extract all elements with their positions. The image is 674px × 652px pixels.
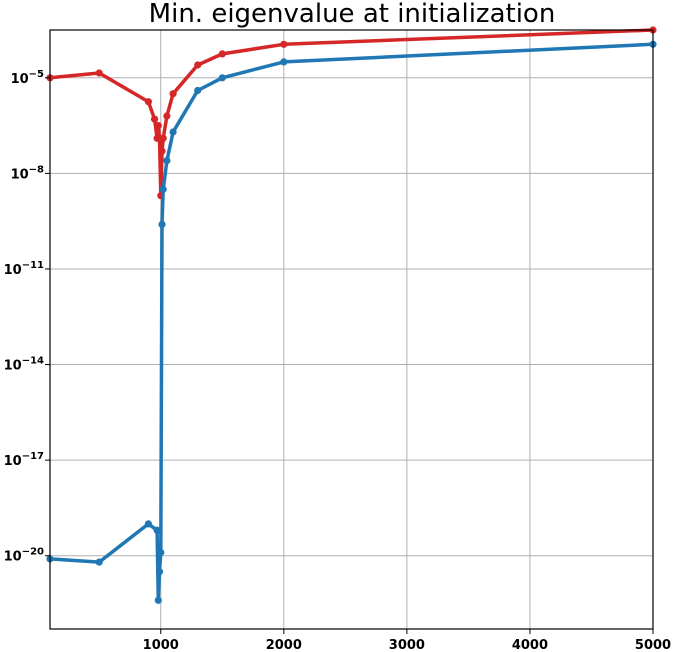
series-2-point: [194, 86, 202, 95]
x-tick-label: 4000: [512, 638, 548, 652]
series-2-point: [280, 58, 288, 66]
series-2-point: [158, 220, 166, 228]
series-2-point: [169, 128, 177, 136]
y-tick-label: 10−5: [11, 69, 44, 87]
series-1-point: [163, 112, 171, 120]
series-1-point: [151, 115, 159, 123]
x-tick-label: 1000: [143, 638, 179, 652]
y-tick-label: 10−8: [11, 164, 44, 182]
x-tick-label: 5000: [635, 638, 671, 652]
series-1-point: [154, 122, 162, 130]
series-2: [46, 40, 657, 604]
grid: [50, 30, 654, 629]
y-tick-label: 10−11: [4, 260, 44, 278]
series-2-point: [154, 596, 162, 604]
series-2-point: [144, 520, 152, 528]
series-2-point: [155, 568, 164, 576]
series-1-point: [144, 98, 152, 106]
series-2-point: [95, 558, 103, 566]
y-tick-label: 10−17: [4, 451, 44, 469]
series-1-point: [169, 90, 177, 98]
series-layer: [46, 26, 657, 604]
series-1-point: [159, 134, 167, 142]
series-1-point: [280, 40, 288, 48]
series-1-point: [218, 50, 226, 58]
series-1-line: [48, 28, 655, 198]
series-2-line: [48, 42, 655, 603]
series-1-point: [158, 147, 166, 155]
series-1-point: [95, 69, 103, 77]
chart-title: Min. eigenvalue at initialization: [149, 0, 556, 29]
series-2-point: [163, 157, 171, 165]
y-tick-label: 10−20: [4, 547, 44, 565]
y-axis-ticks: 10−5 10−8 10−11 10−14 10−17 10−20: [4, 69, 50, 565]
y-tick-label: 10−14: [4, 356, 44, 374]
plot-frame: [49, 29, 654, 630]
series-2-point: [157, 548, 165, 557]
x-tick-label: 3000: [389, 638, 425, 652]
x-tick-label: 2000: [266, 638, 302, 652]
series-1-point: [194, 61, 202, 69]
series-2-point: [153, 526, 161, 534]
series-2-point: [159, 185, 167, 193]
series-2-point: [218, 74, 226, 82]
x-axis-ticks: 1000 2000 3000 4000 5000: [143, 629, 671, 652]
